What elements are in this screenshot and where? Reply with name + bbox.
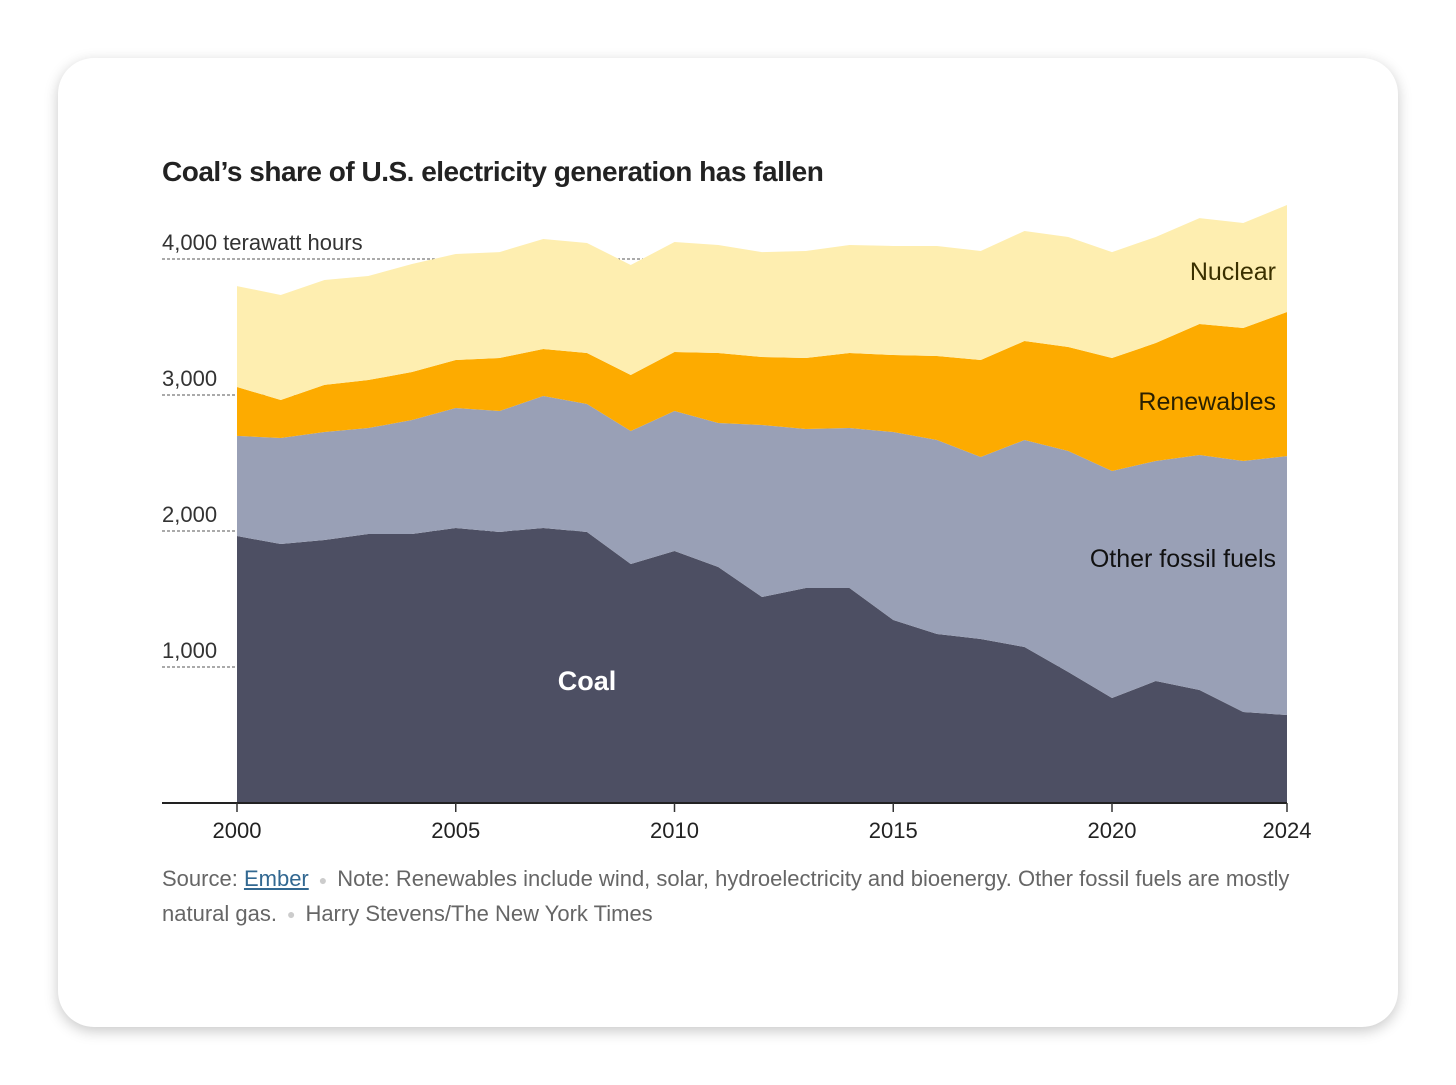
area-nuclear	[237, 205, 1287, 401]
separator-dot: ●	[318, 871, 328, 888]
x-tick-label: 2010	[650, 818, 699, 843]
area-coal	[237, 528, 1287, 803]
credit-text: Harry Stevens/The New York Times	[305, 900, 653, 926]
source-link[interactable]: Ember	[243, 866, 309, 891]
series-label-renewables: Renewables	[1138, 388, 1276, 416]
y-tick-label: 1,000	[162, 638, 217, 663]
x-tick-label: 2020	[1088, 818, 1137, 843]
separator-dot: ●	[286, 906, 296, 923]
series-label-coal: Coal	[558, 666, 617, 696]
x-tick-label: 2000	[213, 818, 262, 843]
x-tick-label: 2015	[869, 818, 918, 843]
y-tick-label: 2,000	[162, 502, 217, 527]
y-tick-label: 3,000	[162, 366, 217, 391]
area-renewables	[237, 312, 1287, 472]
series-label-other-fossil-fuels: Other fossil fuels	[1090, 545, 1276, 573]
area-other-fossil-fuels	[237, 395, 1287, 716]
series-label-nuclear: Nuclear	[1190, 258, 1276, 286]
source-label: Source:	[162, 866, 238, 891]
x-tick-label: 2024	[1263, 818, 1312, 843]
chart-title: Coal’s share of U.S. electricity generat…	[162, 156, 824, 187]
y-tick-label: 4,000 terawatt hours	[162, 230, 363, 255]
x-tick-label: 2005	[431, 818, 480, 843]
note-text: Note: Renewables include wind, solar, hy…	[162, 866, 1290, 926]
chart-footer: Source: Ember ● Note: Renewables include w…	[162, 862, 1312, 931]
